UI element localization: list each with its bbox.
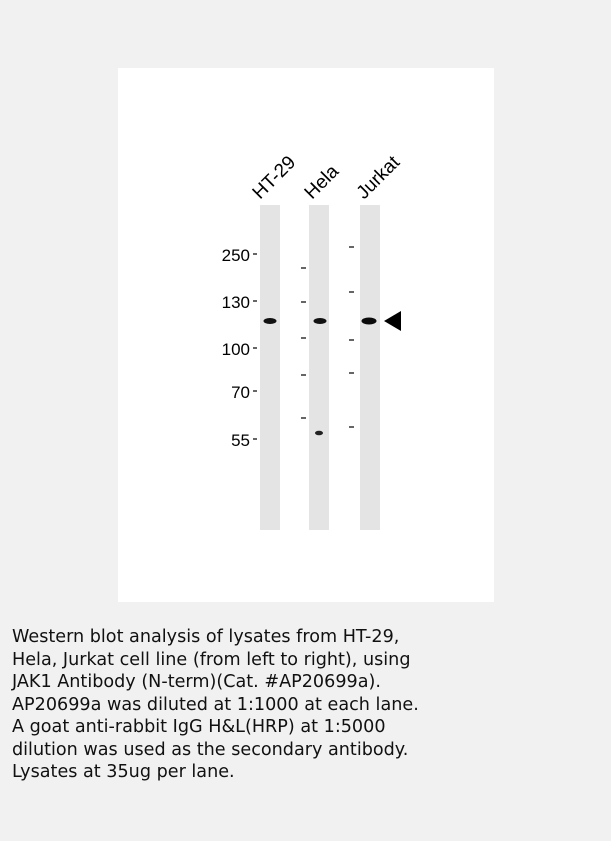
figure-caption: Western blot analysis of lysates from HT…: [12, 627, 419, 782]
lane-label-ht29: HT-29: [249, 152, 300, 203]
mw-label-55: 55: [231, 431, 250, 450]
lane-ht29: [260, 205, 280, 530]
mw-ticks-right: [349, 246, 354, 428]
mw-label-100: 100: [222, 340, 250, 359]
mw-label-70: 70: [231, 383, 250, 402]
western-blot-image: HT-29 Hela Jurkat 250 130 100 70 55: [118, 68, 494, 602]
band-hela-lower: [315, 430, 323, 436]
mw-label-130: 130: [222, 293, 250, 312]
mw-ticks-left: [253, 253, 257, 440]
lane-hela: [309, 205, 329, 530]
blot-svg: HT-29 Hela Jurkat 250 130 100 70 55: [222, 152, 405, 530]
band-ht29-main: [263, 318, 277, 324]
lane-label-hela: Hela: [301, 161, 344, 204]
lane-label-jurkat: Jurkat: [353, 152, 405, 204]
band-hela-main: [313, 318, 327, 324]
lane-jurkat: [360, 205, 380, 530]
mw-ticks-middle: [301, 267, 306, 419]
band-arrow-icon: [384, 311, 401, 331]
mw-label-250: 250: [222, 246, 250, 265]
band-jurkat-main: [361, 317, 377, 325]
